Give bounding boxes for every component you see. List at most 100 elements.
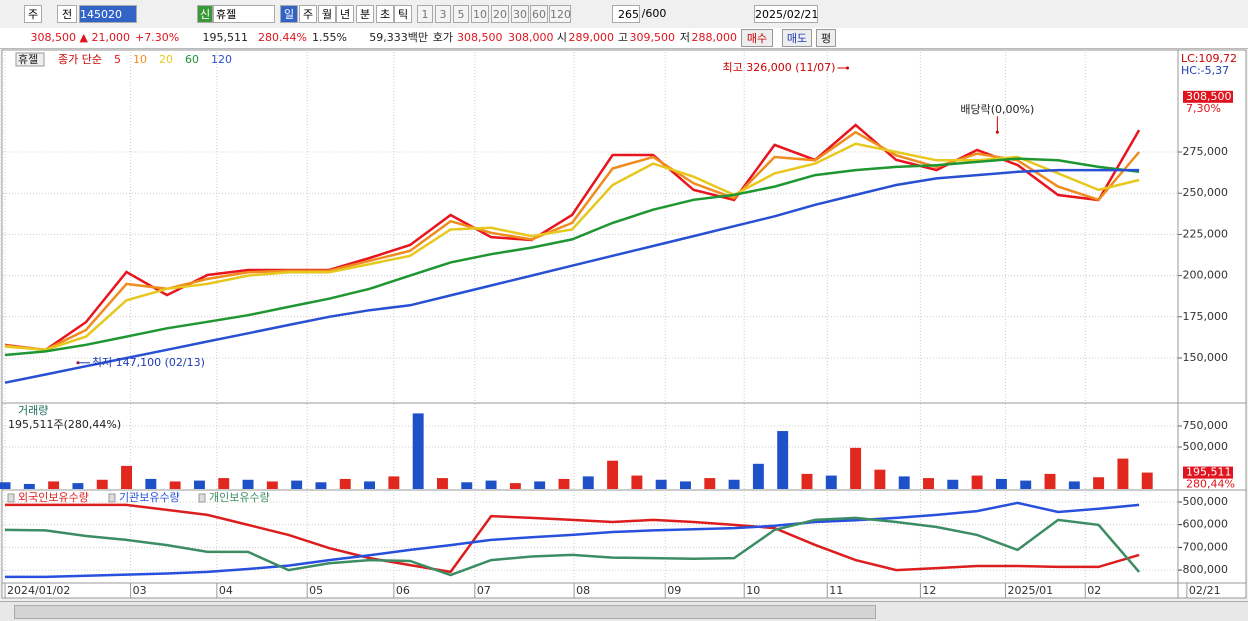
legend-entry: 외국인보유수량: [18, 491, 89, 504]
volume-bar: [898, 476, 910, 489]
series-line: [5, 501, 1140, 579]
volume-bar: [874, 469, 886, 489]
volume-bar: [339, 478, 351, 489]
volume-bar: [0, 482, 11, 489]
toolbar-item[interactable]: 60: [530, 5, 548, 23]
toolbar-item[interactable]: 주: [24, 5, 42, 23]
y-tick-label: -600,000: [1179, 518, 1228, 531]
quote-field: 288,000: [691, 31, 738, 44]
toolbar-item[interactable]: 2025/02/21: [754, 5, 818, 23]
volume-bar: [850, 447, 862, 489]
quote-field: 59,333백만: [369, 31, 428, 44]
volume-bar: [1093, 477, 1105, 489]
change-label: 7,30%: [1186, 102, 1221, 115]
toolbar-item[interactable]: 120: [549, 5, 571, 23]
volume-bar: [534, 481, 546, 489]
last-value-label: 308,500: [1186, 90, 1232, 103]
x-tick-label: 2025/01: [1007, 584, 1053, 597]
quote-field: 289,000: [568, 31, 615, 44]
scrollbar[interactable]: [0, 601, 1248, 621]
volume-bar: [923, 478, 934, 489]
quote-field: 21,000: [91, 31, 131, 44]
series-line: [4, 168, 1140, 384]
x-tick-label: 07: [477, 584, 491, 597]
quote-field: 309,500: [629, 31, 676, 44]
y-tick-label: 175,000: [1183, 310, 1229, 323]
legend-entry: 120: [211, 53, 232, 66]
volume-bar: [680, 481, 691, 489]
volume-bar: [388, 476, 400, 489]
quote-field: 195,511: [202, 31, 249, 44]
toolbar-item[interactable]: 20: [491, 5, 509, 23]
legend-entry: 기관보유수량: [119, 491, 180, 504]
scroll-thumb[interactable]: [14, 605, 876, 619]
quote-field[interactable]: 평: [816, 29, 836, 47]
toolbar-item[interactable]: 초: [376, 5, 394, 23]
toolbar-item[interactable]: 신: [197, 5, 213, 23]
toolbar-item[interactable]: 전: [57, 5, 77, 23]
volume-bar: [1141, 472, 1153, 489]
quote-field: 280.44%: [258, 31, 307, 44]
legend-entry: 5: [114, 53, 121, 66]
y-tick-label: 275,000: [1183, 145, 1229, 158]
quote-field[interactable]: 매수: [741, 29, 773, 47]
volume-bar: [23, 483, 35, 489]
toolbar-item[interactable]: /600: [641, 7, 667, 20]
x-tick-label: 2024/01/02: [7, 584, 70, 597]
toolbar-item[interactable]: 265: [612, 5, 640, 23]
volume-bar: [193, 480, 205, 489]
chart: 150,000 175,000 200,000 225,000 250,000 275,0…: [0, 49, 1247, 599]
volume-bar: [582, 476, 594, 489]
toolbar-item[interactable]: 틱: [394, 5, 412, 23]
quote-field: +7.30%: [135, 31, 180, 44]
volume-bar: [72, 483, 84, 489]
volume-bar: [96, 479, 108, 489]
legend-entry: 60: [185, 53, 199, 66]
toolbar-item[interactable]: 휴젤: [213, 5, 275, 23]
y-tick-label: -800,000: [1179, 563, 1228, 576]
annotation: 배당락(0,00%): [960, 103, 1034, 116]
y-tick-label: -500,000: [1179, 495, 1228, 508]
series-line: [4, 130, 1141, 352]
panel: 150,000 175,000 200,000 225,000 250,000 275,0…: [3, 52, 1237, 402]
x-tick-label: 03: [133, 584, 147, 597]
last-value-box: [1183, 466, 1233, 479]
quote-bar: [0, 28, 1248, 49]
quote-field: 저: [679, 31, 690, 44]
volume-bar: [364, 481, 376, 489]
x-tick-label: 04: [219, 584, 233, 597]
legend-symbol: 휴젤: [18, 53, 38, 66]
legend-prefix: 종가 단순: [58, 53, 102, 66]
toolbar-item[interactable]: 일: [280, 5, 298, 23]
toolbar-item[interactable]: 30: [511, 5, 529, 23]
quote-field: 시: [556, 31, 567, 44]
y-tick-label: 500,000: [1183, 440, 1229, 453]
toolbar-item[interactable]: 1: [417, 5, 433, 23]
volume-bar: [48, 481, 60, 489]
toolbar-item[interactable]: 년: [336, 5, 354, 23]
toolbar-item[interactable]: 분: [356, 5, 374, 23]
change-label: 280,44%: [1186, 478, 1235, 491]
volume-bar: [315, 482, 327, 489]
x-tick-label: 09: [667, 584, 681, 597]
volume-bar: [728, 479, 740, 489]
toolbar-item[interactable]: 145020: [79, 5, 137, 23]
toolbar-item[interactable]: 주: [299, 5, 317, 23]
quote-field: 호가: [432, 31, 453, 44]
volume-bar: [752, 463, 764, 489]
toolbar-item[interactable]: 5: [453, 5, 469, 23]
volume-bar: [1068, 481, 1080, 489]
toolbar-item[interactable]: 3: [435, 5, 451, 23]
y-tick-label: 200,000: [1183, 269, 1229, 282]
series-line: [5, 503, 1140, 574]
legend-entry: 10: [133, 53, 147, 66]
volume-bar: [266, 481, 278, 489]
quote-field[interactable]: 매도: [782, 29, 812, 47]
volume-bar: [1117, 458, 1129, 489]
toolbar-item[interactable]: 10: [471, 5, 489, 23]
x-tick-label: 02: [1087, 584, 1101, 597]
volume-bar: [825, 475, 837, 489]
legend-icon: [198, 493, 206, 503]
toolbar-item[interactable]: 월: [318, 5, 336, 23]
